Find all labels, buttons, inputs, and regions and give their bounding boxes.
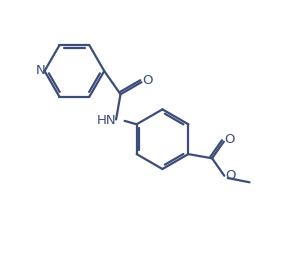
Text: HN: HN bbox=[96, 114, 116, 127]
Text: N: N bbox=[35, 65, 45, 77]
Text: O: O bbox=[225, 169, 236, 182]
Text: O: O bbox=[143, 74, 153, 87]
Text: O: O bbox=[224, 133, 235, 146]
